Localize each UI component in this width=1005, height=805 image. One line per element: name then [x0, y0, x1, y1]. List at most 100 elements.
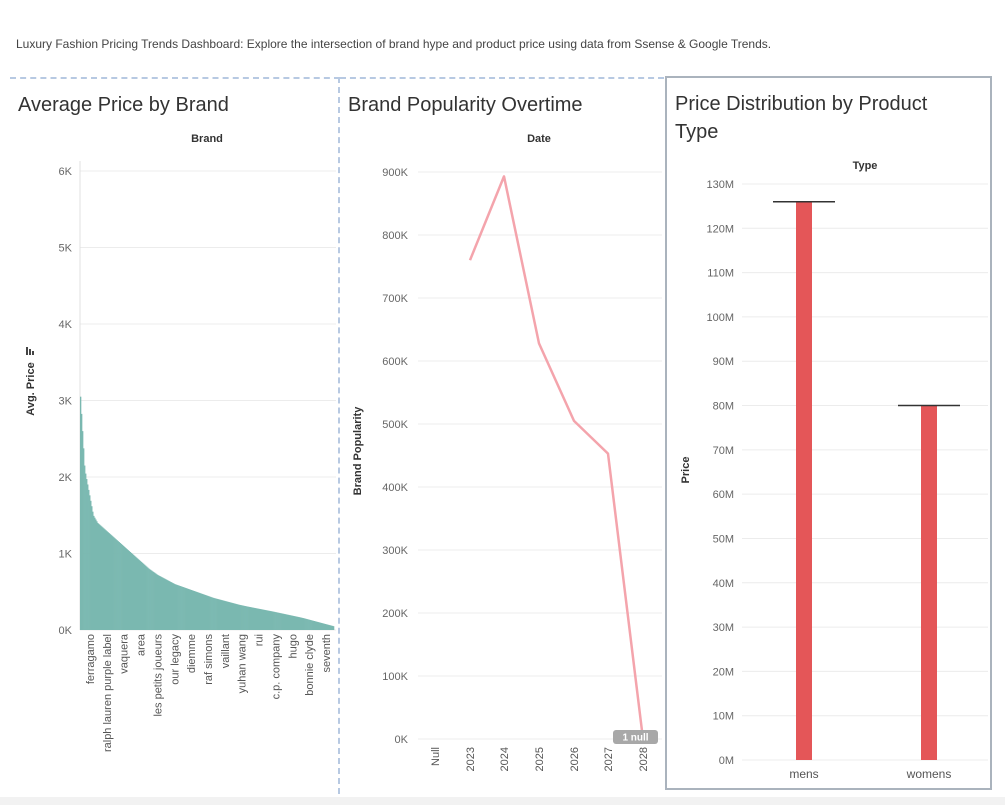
brand-bar [218, 599, 220, 630]
brand-bar [156, 574, 158, 630]
brand-bar [284, 614, 286, 630]
y-tick-label: 400K [382, 482, 408, 494]
avg-price-chart[interactable]: Brand Avg. Price 0K 1K 2K 3K 4K 5K 6K ferragam… [10, 79, 338, 794]
brand-bar [134, 556, 137, 630]
brand-bar [232, 603, 234, 630]
brand-bar [257, 608, 260, 630]
brand-bar [246, 606, 248, 630]
brand-bar [219, 599, 221, 630]
brand-bar [231, 602, 233, 630]
brand-bar [195, 591, 198, 630]
brand-bar [81, 413, 83, 630]
y-tick-label: 5K [59, 243, 73, 255]
brand-bar [124, 547, 127, 630]
brand-bar [100, 525, 102, 630]
brand-bar [165, 579, 167, 630]
brand-bar [145, 565, 147, 630]
brand-bar [275, 612, 277, 630]
brand-bar [120, 543, 122, 630]
brand-bar [306, 619, 308, 630]
y-tick-label: 70M [713, 445, 734, 457]
brand-bar [220, 599, 222, 630]
brand-bar [193, 591, 196, 630]
brand-bar [137, 559, 140, 630]
brand-bar [121, 544, 123, 630]
brand-bar [309, 619, 311, 630]
brand-x-label: ralph lauren purple label [102, 634, 114, 752]
brand-bar [205, 595, 208, 630]
brand-bar [276, 612, 278, 630]
brand-x-label: bonnie clyde [304, 634, 316, 696]
y-tick-label: 90M [713, 356, 734, 368]
brand-bar [150, 569, 152, 630]
null-indicator-badge[interactable]: 1 null [613, 730, 658, 744]
brand-bar [251, 607, 254, 630]
brand-bar [314, 621, 317, 630]
brand-bar [324, 623, 327, 630]
brand-bar [202, 594, 205, 630]
brand-bar [140, 561, 143, 630]
brand-bar [278, 612, 280, 630]
brand-bar [183, 587, 185, 630]
brand-bar [109, 533, 111, 630]
popularity-series-line [468, 175, 645, 740]
brand-bar [225, 601, 227, 630]
brand-bar [249, 607, 251, 630]
brand-bar [210, 596, 212, 630]
y-tick-label: 300K [382, 545, 408, 557]
womens-x-label: womens [906, 767, 952, 781]
brand-bar [175, 584, 177, 630]
y-tick-label: 900K [382, 167, 408, 179]
brand-bar [281, 613, 283, 630]
brand-bar [230, 602, 232, 630]
brand-bar [291, 615, 293, 630]
y-tick-label: 130M [706, 179, 734, 191]
brand-bar [99, 524, 101, 630]
brand-bar [258, 608, 261, 630]
popularity-title: Brand Popularity Overtime [348, 94, 583, 116]
brand-bar [114, 538, 116, 630]
brand-bar [125, 548, 128, 630]
brand-bar [224, 600, 226, 630]
brand-bar [96, 521, 98, 630]
popularity-axis-label: Brand Popularity [352, 406, 364, 496]
brand-bar [313, 621, 315, 630]
brand-bar [151, 570, 153, 630]
brand-bar [197, 592, 200, 630]
brand-bar [146, 566, 148, 630]
brand-bar [182, 587, 184, 630]
price-distribution-chart[interactable]: Type Price 0M 10M 20M 30M 40M 50M 60M 70M 80M 90M… [667, 78, 990, 788]
dashboard-subtitle: Luxury Fashion Pricing Trends Dashboard:… [16, 37, 772, 51]
brand-bar [115, 539, 117, 630]
brand-bar [308, 619, 310, 630]
bottom-strip [0, 797, 1005, 805]
price-distribution-panel: Price Distribution by Product Type Type … [665, 76, 992, 790]
y-tick-label: 0M [719, 755, 734, 767]
y-tick-label: 100M [706, 312, 734, 324]
brand-bar [135, 557, 138, 630]
brand-bar [200, 593, 203, 630]
y-tick-label: 800K [382, 230, 408, 242]
brand-bar [298, 617, 300, 630]
brand-bar [242, 605, 244, 630]
brand-bar [228, 601, 230, 630]
brand-bar [89, 495, 91, 630]
brand-bar [95, 519, 97, 630]
brand-bar [260, 609, 263, 630]
sort-descending-icon[interactable] [26, 347, 34, 355]
brand-bar [148, 568, 150, 630]
y-tick-label: 4K [59, 319, 73, 331]
mens-price-bar [796, 201, 812, 760]
brand-bar [207, 595, 209, 630]
brand-bar [83, 448, 85, 630]
brand-bar [307, 619, 309, 630]
y-tick-label: 600K [382, 356, 408, 368]
brand-bar [168, 580, 170, 630]
popularity-chart[interactable]: Date Brand Popularity 0K 100K 200K 300K 400K… [340, 79, 664, 794]
brand-bar [190, 589, 193, 630]
brand-bar [191, 590, 194, 630]
brand-bar [241, 605, 243, 630]
avg-price-title: Average Price by Brand [18, 94, 229, 116]
brand-bar [277, 612, 279, 630]
brand-bar [250, 607, 253, 630]
